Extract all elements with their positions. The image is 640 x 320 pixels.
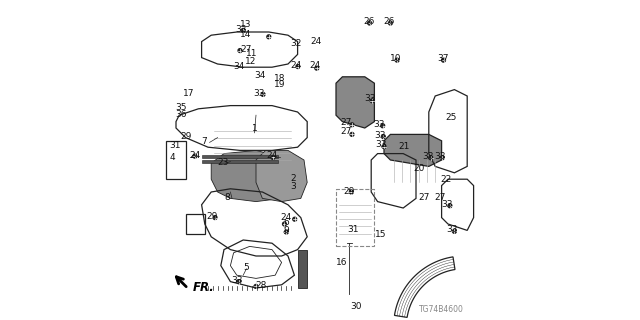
Text: 16: 16 bbox=[336, 258, 348, 267]
Polygon shape bbox=[211, 150, 294, 202]
Circle shape bbox=[254, 284, 258, 288]
Text: 31: 31 bbox=[348, 225, 359, 234]
Text: 31: 31 bbox=[170, 141, 181, 150]
Text: 26: 26 bbox=[363, 17, 374, 26]
Polygon shape bbox=[256, 150, 307, 202]
Text: 33: 33 bbox=[253, 89, 265, 98]
Text: 35: 35 bbox=[175, 103, 186, 112]
Text: 6: 6 bbox=[283, 218, 289, 227]
Circle shape bbox=[349, 190, 353, 194]
Circle shape bbox=[284, 230, 288, 234]
Text: 24: 24 bbox=[266, 151, 278, 160]
Text: 27: 27 bbox=[240, 45, 252, 54]
Polygon shape bbox=[202, 155, 278, 158]
Circle shape bbox=[452, 229, 456, 233]
Text: 27: 27 bbox=[340, 118, 352, 127]
Circle shape bbox=[381, 135, 385, 139]
Text: 24: 24 bbox=[310, 61, 321, 70]
Circle shape bbox=[396, 58, 399, 62]
Circle shape bbox=[261, 92, 265, 96]
Text: 33: 33 bbox=[375, 140, 387, 149]
Text: 12: 12 bbox=[244, 57, 256, 66]
Circle shape bbox=[448, 204, 452, 208]
Circle shape bbox=[367, 21, 372, 25]
Text: 28: 28 bbox=[255, 281, 267, 290]
Circle shape bbox=[388, 21, 392, 25]
Text: 33: 33 bbox=[235, 25, 246, 34]
Text: 24: 24 bbox=[290, 61, 301, 70]
Text: TG74B4600: TG74B4600 bbox=[419, 305, 464, 314]
Circle shape bbox=[213, 216, 217, 220]
Polygon shape bbox=[202, 160, 278, 163]
Text: 18: 18 bbox=[274, 74, 285, 83]
Text: 33: 33 bbox=[374, 120, 385, 129]
Text: 33: 33 bbox=[231, 276, 243, 285]
Text: 24: 24 bbox=[281, 213, 292, 222]
Text: 33: 33 bbox=[447, 225, 458, 234]
Polygon shape bbox=[336, 77, 374, 128]
Text: 34: 34 bbox=[255, 71, 266, 80]
Text: 33: 33 bbox=[422, 152, 434, 161]
Circle shape bbox=[238, 49, 242, 52]
Circle shape bbox=[296, 65, 300, 68]
Text: 24: 24 bbox=[310, 37, 321, 46]
Text: 29: 29 bbox=[207, 212, 218, 221]
Circle shape bbox=[350, 132, 354, 136]
Text: FR.: FR. bbox=[193, 281, 214, 293]
Text: 29: 29 bbox=[343, 187, 355, 196]
Circle shape bbox=[282, 222, 287, 226]
Text: 27: 27 bbox=[435, 193, 445, 202]
Text: 21: 21 bbox=[398, 142, 410, 151]
Polygon shape bbox=[298, 250, 307, 288]
Circle shape bbox=[267, 35, 271, 39]
Text: 4: 4 bbox=[170, 153, 175, 162]
Circle shape bbox=[381, 124, 385, 128]
Text: 24: 24 bbox=[189, 151, 200, 160]
Circle shape bbox=[315, 66, 319, 70]
Circle shape bbox=[442, 58, 445, 62]
Text: 10: 10 bbox=[390, 54, 402, 63]
Circle shape bbox=[382, 145, 386, 148]
Text: 8: 8 bbox=[225, 193, 230, 202]
Circle shape bbox=[350, 123, 354, 127]
Text: 30: 30 bbox=[351, 302, 362, 311]
Text: 37: 37 bbox=[437, 54, 448, 63]
Circle shape bbox=[440, 156, 444, 160]
Text: 5: 5 bbox=[244, 263, 249, 272]
Text: 32: 32 bbox=[290, 39, 301, 48]
Text: 9: 9 bbox=[283, 226, 289, 235]
Circle shape bbox=[241, 28, 245, 32]
Text: 23: 23 bbox=[218, 158, 229, 167]
Text: 33: 33 bbox=[374, 131, 386, 140]
Text: 20: 20 bbox=[413, 164, 424, 173]
Text: 36: 36 bbox=[175, 110, 186, 119]
Polygon shape bbox=[384, 134, 442, 166]
Circle shape bbox=[293, 217, 297, 221]
Circle shape bbox=[193, 154, 197, 158]
Text: 19: 19 bbox=[274, 80, 285, 89]
Text: 1: 1 bbox=[252, 124, 257, 132]
Text: 33: 33 bbox=[364, 94, 375, 103]
Text: 33: 33 bbox=[434, 152, 445, 161]
Text: 17: 17 bbox=[183, 89, 195, 98]
Circle shape bbox=[271, 156, 275, 159]
Text: 26: 26 bbox=[384, 17, 395, 26]
Text: 34: 34 bbox=[234, 62, 245, 71]
Text: 27: 27 bbox=[419, 193, 429, 202]
Text: 29: 29 bbox=[180, 132, 192, 141]
Circle shape bbox=[370, 99, 374, 103]
Text: 22: 22 bbox=[441, 175, 452, 184]
Text: 3: 3 bbox=[290, 182, 296, 191]
Text: 14: 14 bbox=[240, 30, 252, 39]
Circle shape bbox=[237, 280, 241, 284]
Text: 2: 2 bbox=[290, 174, 296, 183]
Text: 13: 13 bbox=[240, 20, 252, 29]
Text: 25: 25 bbox=[445, 113, 457, 122]
Text: 7: 7 bbox=[202, 137, 207, 146]
Text: 27: 27 bbox=[340, 127, 352, 136]
Circle shape bbox=[429, 156, 433, 160]
Text: 15: 15 bbox=[375, 230, 387, 239]
Text: 11: 11 bbox=[246, 49, 258, 58]
Text: 33: 33 bbox=[442, 200, 453, 209]
